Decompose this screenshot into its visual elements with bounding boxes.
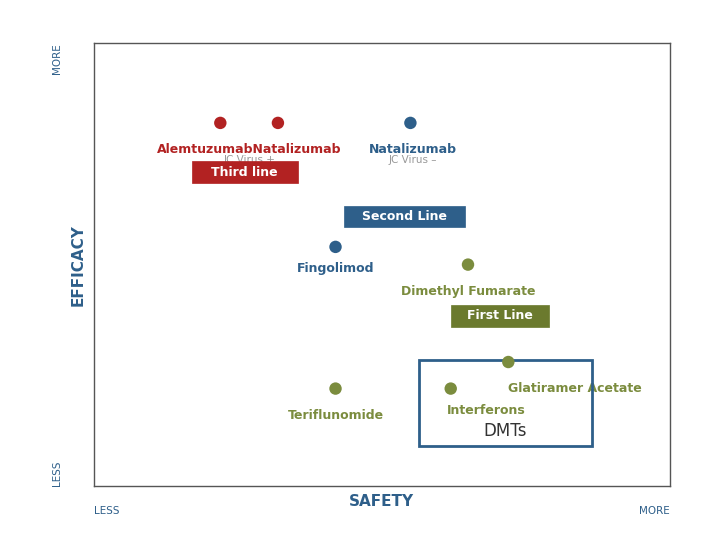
Point xyxy=(445,384,456,393)
Text: Glatiramer Acetate: Glatiramer Acetate xyxy=(508,382,642,395)
Point xyxy=(462,260,474,269)
Text: LESS: LESS xyxy=(52,461,62,486)
Text: Interferons: Interferons xyxy=(447,404,526,417)
Text: JC Virus –: JC Virus – xyxy=(389,155,438,165)
Y-axis label: EFFICACY: EFFICACY xyxy=(71,224,85,306)
FancyBboxPatch shape xyxy=(344,206,465,227)
X-axis label: SAFETY: SAFETY xyxy=(349,494,414,509)
Point xyxy=(272,119,284,127)
Point xyxy=(503,357,514,366)
FancyBboxPatch shape xyxy=(451,305,549,327)
Text: First Line: First Line xyxy=(467,309,533,322)
Point xyxy=(405,119,416,127)
Point xyxy=(330,384,341,393)
Point xyxy=(215,119,226,127)
Text: Teriflunomide: Teriflunomide xyxy=(287,409,384,422)
Text: Natalizumab: Natalizumab xyxy=(369,143,457,156)
Text: Dimethyl Fumarate: Dimethyl Fumarate xyxy=(401,285,535,298)
Text: LESS: LESS xyxy=(94,506,119,516)
Text: DMTs: DMTs xyxy=(484,422,527,440)
FancyBboxPatch shape xyxy=(192,161,298,183)
Text: AlemtuzumabNatalizumab: AlemtuzumabNatalizumab xyxy=(157,143,341,156)
Text: MORE: MORE xyxy=(52,43,62,74)
Point xyxy=(330,242,341,251)
Text: Fingolimod: Fingolimod xyxy=(297,262,374,275)
Text: Third line: Third line xyxy=(212,166,278,179)
Text: Second Line: Second Line xyxy=(362,210,447,223)
Text: JC Virus +: JC Virus + xyxy=(223,155,275,165)
Text: MORE: MORE xyxy=(639,506,670,516)
